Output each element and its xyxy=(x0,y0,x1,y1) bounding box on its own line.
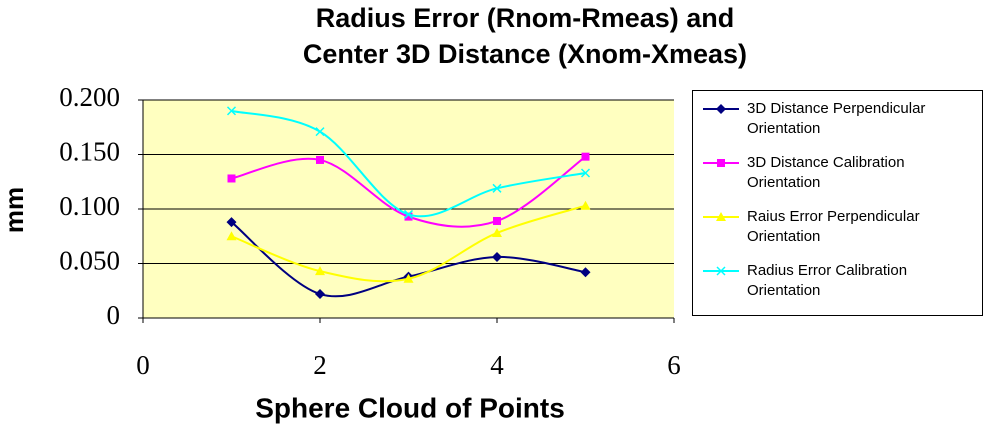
marker xyxy=(716,104,726,114)
x-axis-label: Sphere Cloud of Points xyxy=(255,392,565,423)
marker xyxy=(716,266,726,276)
marker xyxy=(226,217,237,228)
chart-title: Radius Error (Rnom-Rmeas) and Center 3D … xyxy=(302,3,748,69)
legend-label: 3D Distance Perpendicular Orientation xyxy=(747,100,926,137)
marker xyxy=(404,212,413,221)
marker xyxy=(315,289,325,300)
marker xyxy=(315,127,325,137)
legend-entry: 3D Distance Perpendicular Orientation xyxy=(701,99,982,153)
marker xyxy=(580,168,591,178)
marker xyxy=(226,106,237,116)
legend-swatch xyxy=(703,212,739,221)
marker xyxy=(227,174,236,183)
legend-label: Radius Error Calibration Orientation xyxy=(747,262,908,299)
marker xyxy=(580,200,591,210)
y-tick-label: 0 xyxy=(107,300,121,330)
legend-entry: Raius Error Perpendicular Orientation xyxy=(701,207,982,261)
marker xyxy=(493,216,501,225)
marker xyxy=(403,209,414,219)
marker xyxy=(492,251,502,262)
marker xyxy=(492,227,502,237)
legend-swatch xyxy=(703,266,739,276)
marker xyxy=(226,231,237,241)
legend-swatch xyxy=(703,159,739,167)
x-tick-label: 4 xyxy=(490,350,504,380)
legend: 3D Distance Perpendicular Orientation 3D … xyxy=(692,90,983,316)
legend-entry: Radius Error Calibration Orientation xyxy=(701,261,982,315)
y-tick-label: 0.100 xyxy=(59,191,120,221)
marker xyxy=(581,152,590,161)
legend-label: 3D Distance Calibration Orientation xyxy=(747,154,905,191)
y-tick-label: 0.150 xyxy=(59,137,120,167)
marker xyxy=(716,212,726,221)
x-tick-label: 6 xyxy=(667,350,681,380)
y-tick-label: 0.050 xyxy=(59,246,120,276)
x-tick-label: 0 xyxy=(136,350,150,380)
marker xyxy=(315,266,325,276)
marker xyxy=(403,273,414,283)
legend-entry: 3D Distance Calibration Orientation xyxy=(701,153,982,207)
legend-swatch xyxy=(703,104,739,114)
marker xyxy=(492,183,502,193)
marker xyxy=(316,155,324,164)
y-axis-label: mm xyxy=(0,187,29,233)
marker xyxy=(580,267,591,278)
legend-label: Raius Error Perpendicular Orientation xyxy=(747,208,920,245)
marker xyxy=(717,159,725,167)
y-tick-label: 0.200 xyxy=(59,82,120,112)
x-tick-label: 2 xyxy=(313,350,327,380)
